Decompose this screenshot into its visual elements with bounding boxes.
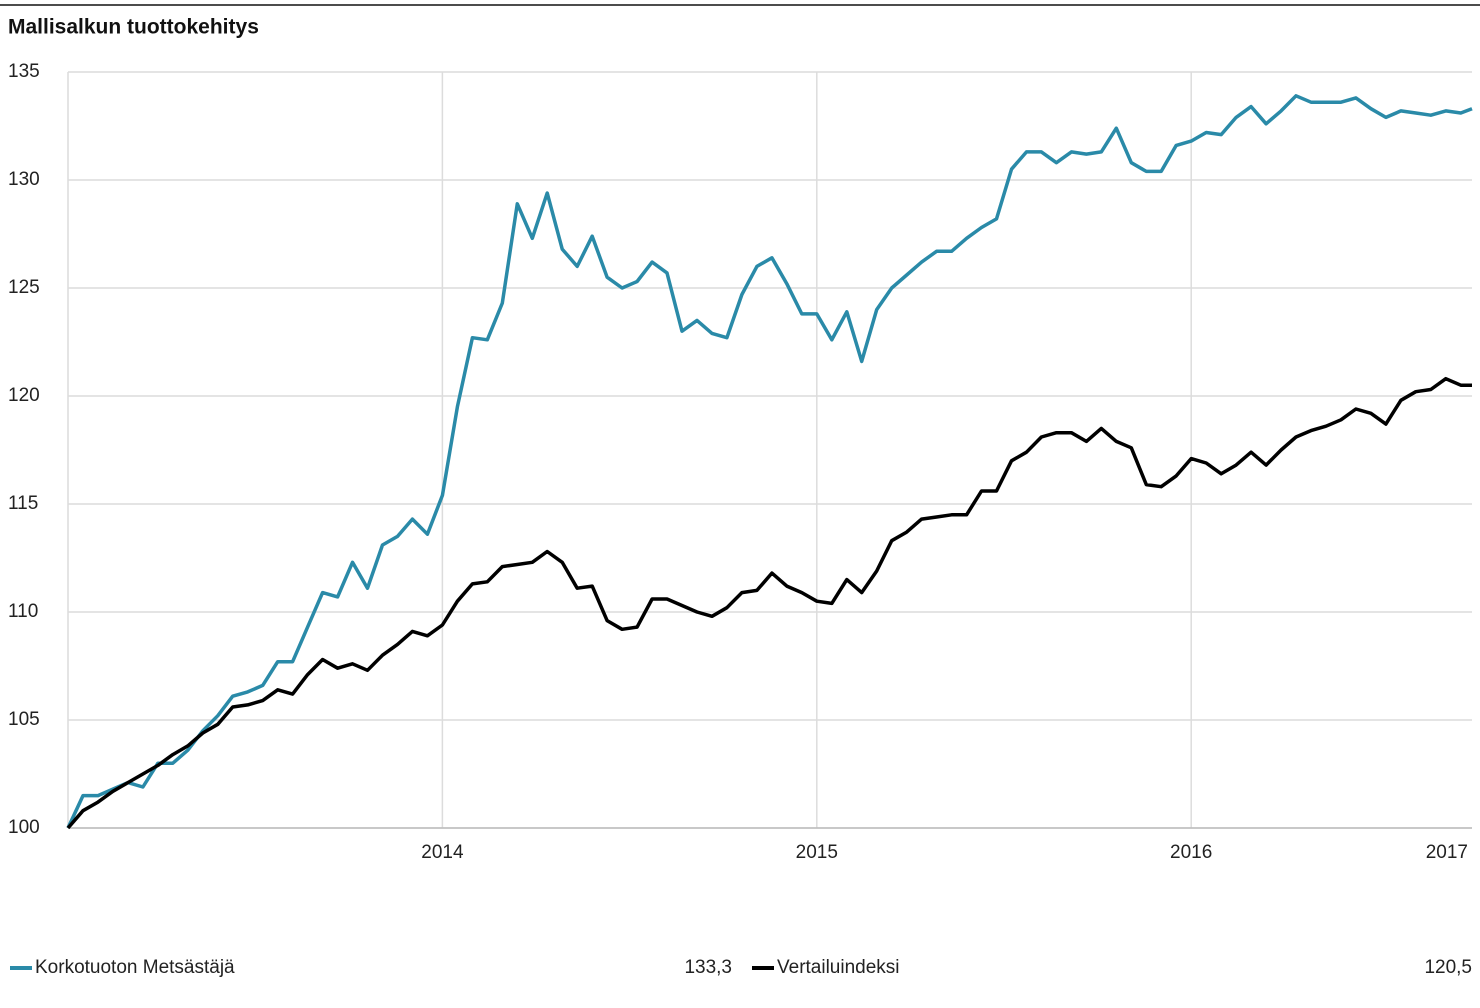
legend-label: Vertailuindeksi (777, 957, 900, 978)
legend-value: 133,3 (684, 957, 732, 978)
x-tick-label: 2015 (796, 842, 838, 863)
x-tick-label: 2017 (1426, 842, 1468, 863)
x-tick-label: 2014 (421, 842, 464, 863)
y-tick-label: 115 (8, 493, 38, 514)
series-line (66, 94, 1473, 829)
y-tick-label: 135 (8, 61, 40, 82)
x-tick-label: 2016 (1170, 842, 1212, 863)
y-tick-label: 100 (8, 817, 40, 838)
y-tick-label: 120 (8, 385, 40, 406)
legend-label: Korkotuoton Metsästäjä (35, 957, 235, 978)
y-tick-label: 125 (8, 277, 40, 298)
legend-value: 120,5 (1424, 957, 1472, 978)
y-tick-label: 130 (8, 169, 40, 190)
series-line (66, 376, 1472, 830)
y-tick-label: 110 (8, 601, 38, 622)
y-tick-label: 105 (8, 709, 40, 730)
chart-title: Mallisalkun tuottokehitys (8, 16, 259, 39)
